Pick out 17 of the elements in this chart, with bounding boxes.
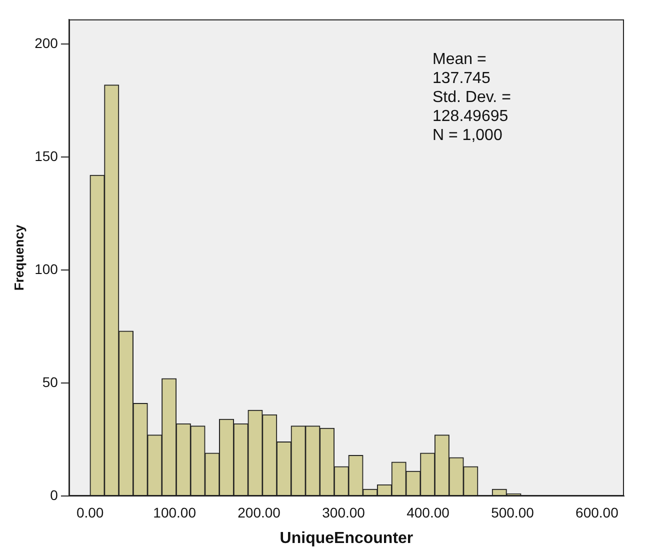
x-tick-label: 600.00	[576, 504, 619, 520]
y-tick-label: 200	[34, 35, 58, 52]
annotation: N = 1,000	[432, 126, 502, 144]
x-tick-label: 500.00	[491, 504, 534, 520]
x-tick-label: 200.00	[238, 504, 281, 520]
annotation: Mean = 137.745	[432, 50, 490, 87]
y-tick-label: 150	[34, 148, 58, 164]
annotation: Std. Dev. = 128.49695	[432, 88, 511, 125]
x-tick-label: 400.00	[406, 504, 450, 520]
x-tick-label: 100.00	[153, 504, 196, 520]
x-tick-label: 300.00	[322, 504, 366, 520]
x-axis-title: UniqueEncounter	[280, 530, 414, 547]
y-tick-label: 0	[50, 486, 58, 503]
x-tick-label: 0.00	[76, 504, 104, 520]
y-tick-label: 50	[42, 374, 58, 390]
y-tick-label: 100	[34, 260, 58, 277]
y-axis-title: Frequency	[11, 224, 26, 291]
